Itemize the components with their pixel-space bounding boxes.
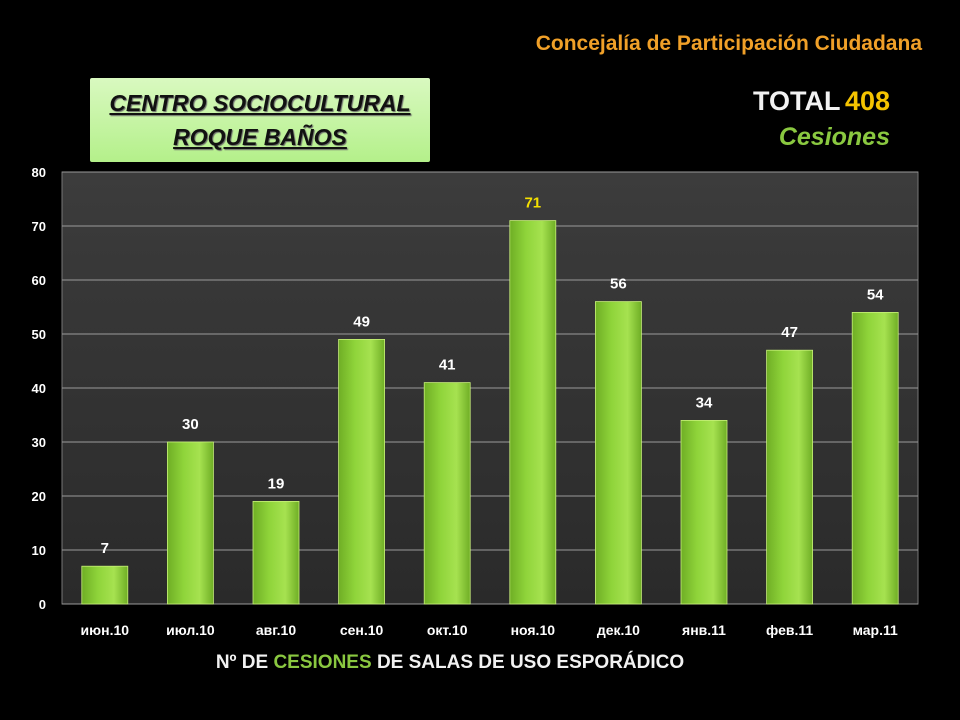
x-tick-label: мар.11	[853, 622, 898, 638]
y-tick-label: 30	[32, 435, 46, 450]
total-block: TOTAL 408 Cesiones	[753, 86, 890, 152]
x-tick-label: ноя.10	[511, 622, 556, 638]
total-label: TOTAL	[752, 86, 841, 116]
bar	[166, 441, 214, 605]
x-tick-label: авг.10	[256, 622, 296, 638]
caption-highlight: CESIONES	[273, 652, 372, 673]
bar	[252, 500, 300, 605]
data-label: 56	[610, 276, 627, 293]
bar	[595, 301, 642, 605]
x-tick-label: июл.10	[166, 622, 215, 638]
data-label: 34	[696, 394, 713, 411]
chart-caption: Nº DE CESIONES DE SALAS DE USO ESPORÁDIC…	[0, 652, 900, 674]
caption-part2: DE SALAS DE USO ESPORÁDICO	[376, 652, 685, 673]
y-tick-label: 60	[32, 273, 46, 288]
data-label: 49	[353, 313, 370, 330]
data-label: 54	[867, 286, 884, 303]
bar	[81, 565, 129, 605]
x-tick-label: янв.11	[682, 622, 726, 638]
x-tick-label: июн.10	[81, 622, 130, 638]
center-title-line2: ROQUE BAÑOS	[173, 124, 347, 150]
center-title-box: CENTRO SOCIOCULTURAL ROQUE BAÑOS	[90, 78, 430, 162]
caption-part1: Nº DE	[215, 652, 269, 673]
bar	[851, 311, 899, 605]
data-label: 19	[268, 475, 285, 492]
y-tick-label: 70	[32, 219, 46, 234]
x-tick-label: окт.10	[427, 622, 468, 638]
bar	[423, 382, 471, 605]
bar	[338, 338, 386, 605]
data-label: 30	[182, 416, 199, 433]
center-title-line1: CENTRO SOCIOCULTURAL	[109, 90, 411, 116]
y-tick-label: 0	[39, 597, 46, 612]
bar	[680, 419, 728, 605]
y-tick-label: 50	[32, 327, 46, 342]
total-unit: Cesiones	[778, 123, 890, 151]
x-tick-label: фев.11	[766, 622, 813, 638]
bar	[766, 349, 813, 605]
x-tick-label: дек.10	[597, 622, 640, 638]
y-tick-label: 80	[32, 165, 46, 180]
data-label: 71	[524, 195, 541, 212]
organization-title: Concejalía de Participación Ciudadana	[535, 32, 922, 55]
data-label: 41	[439, 357, 456, 374]
y-tick-label: 40	[32, 381, 46, 396]
x-tick-label: сен.10	[340, 622, 384, 638]
y-tick-label: 10	[32, 543, 46, 558]
total-value: 408	[844, 86, 890, 116]
data-label: 47	[781, 324, 798, 341]
data-label: 7	[101, 540, 109, 557]
y-tick-label: 20	[32, 489, 46, 504]
bar	[509, 220, 557, 605]
